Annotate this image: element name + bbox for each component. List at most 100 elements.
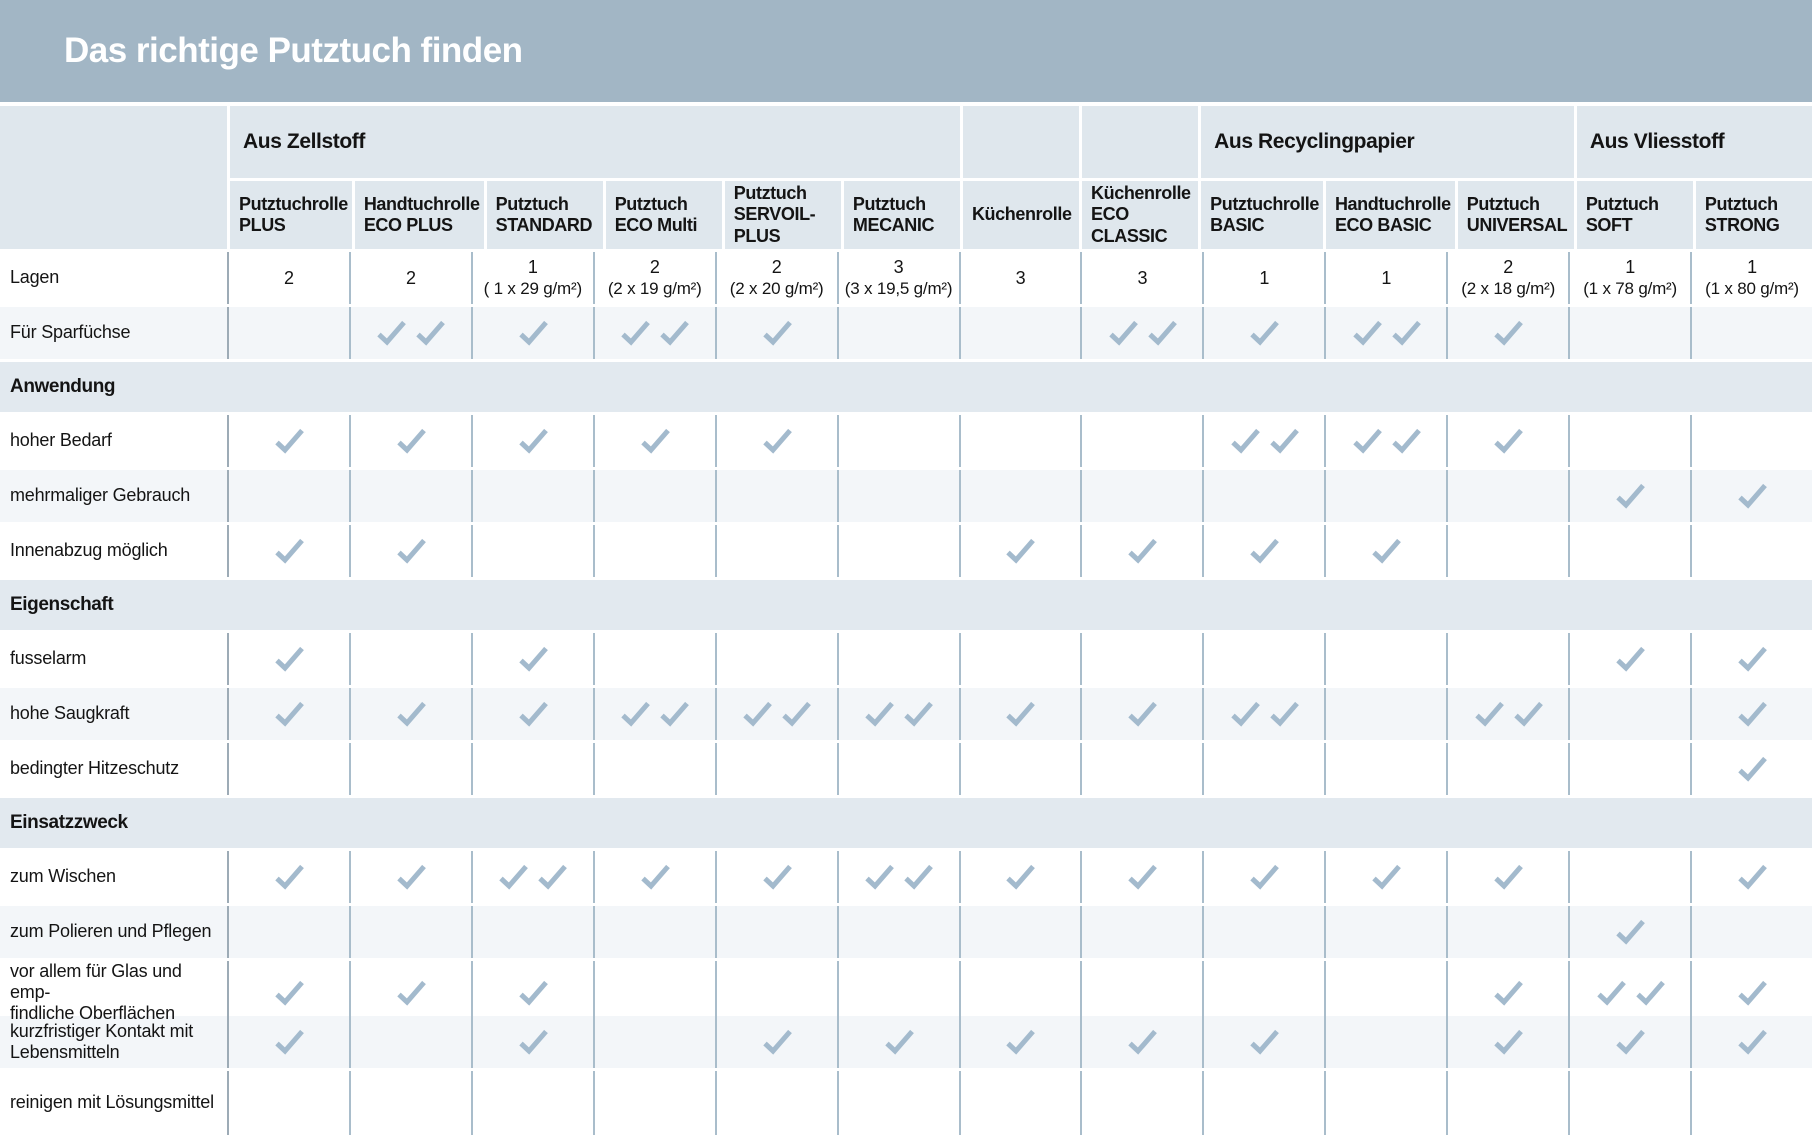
cell [227, 1016, 349, 1068]
cell [348, 633, 471, 685]
cell [1080, 851, 1202, 903]
cell [592, 525, 715, 577]
cell [836, 1071, 959, 1135]
check-icon [1250, 320, 1280, 346]
column-header-line: BASIC [1210, 215, 1265, 235]
cell [714, 307, 837, 359]
section-header-label: Eigenschaft [10, 594, 114, 615]
column-header-putztuchrolle-plus: Putztuchrolle PLUS [230, 181, 352, 249]
check-icon [1494, 320, 1524, 346]
cell [1446, 307, 1568, 359]
layer-count-value: 2 [405, 267, 416, 288]
check-icon [1372, 864, 1402, 890]
section-header-label: Anwendung [10, 376, 116, 397]
single-checkmark [1493, 980, 1524, 1006]
row-label-line: kurzfristiger Kontakt mit [10, 1020, 194, 1041]
check-icon [762, 428, 792, 454]
page-title: Das richtige Putztuch finden [64, 31, 523, 70]
cell [836, 470, 959, 522]
check-icon [538, 864, 568, 890]
row-label-line: Lagen [10, 267, 60, 288]
cell [227, 1071, 349, 1135]
cell [958, 525, 1081, 577]
double-checkmark [742, 701, 812, 727]
check-icon [904, 701, 933, 727]
row-label-line: zum Polieren und Pflegen [10, 921, 212, 942]
cell [1568, 851, 1690, 903]
cell [1568, 470, 1690, 522]
title-band: Das richtige Putztuch finden [0, 0, 1812, 102]
single-checkmark [1615, 1029, 1645, 1055]
table-row-bedingter-hitzeschutz: bedingter Hitzeschutz [0, 743, 1812, 795]
cell [1202, 851, 1324, 903]
cell [348, 470, 471, 522]
cell [592, 470, 715, 522]
layer-count-value: 2 [1503, 257, 1514, 278]
cell [1324, 525, 1446, 577]
cell [227, 415, 349, 467]
column-header-putztuch-universal: Putztuch UNIVERSAL [1457, 181, 1574, 249]
grammage-value: (3 x 19,5 g/m²) [844, 279, 953, 299]
cell [1202, 525, 1324, 577]
cell [836, 743, 959, 795]
cell [1202, 470, 1324, 522]
cell [592, 633, 715, 685]
group-header-empty [1082, 106, 1199, 178]
cell [1446, 743, 1568, 795]
single-checkmark [274, 428, 304, 454]
table-row-zum-wischen: zum Wischen [0, 851, 1812, 903]
cell [1324, 1071, 1446, 1135]
column-header-line: Putztuch [1704, 193, 1778, 214]
cell [227, 307, 349, 359]
check-icon [1738, 483, 1767, 509]
check-icon [519, 980, 548, 1006]
column-header-line: Putztuchrolle [1210, 193, 1319, 214]
check-icon [1250, 1029, 1280, 1055]
cell [958, 1071, 1081, 1135]
cell [714, 688, 837, 740]
check-icon [397, 980, 426, 1006]
cell [1080, 1071, 1202, 1135]
column-header-putztuchrolle-basic: Putztuchrolle BASIC [1201, 181, 1323, 249]
cell [348, 1071, 471, 1135]
cell [714, 415, 837, 467]
single-checkmark [1249, 538, 1280, 564]
single-checkmark [1615, 919, 1645, 945]
cell [1446, 415, 1568, 467]
cell [1080, 688, 1202, 740]
check-icon [762, 1029, 792, 1055]
check-icon [1738, 864, 1767, 890]
check-icon [782, 701, 812, 727]
single-checkmark [1737, 756, 1767, 782]
check-icon [519, 646, 548, 672]
cell [227, 961, 349, 1025]
cell [470, 415, 593, 467]
cell [470, 906, 593, 958]
double-checkmark [864, 701, 933, 727]
cell [1446, 961, 1568, 1025]
cell [592, 743, 715, 795]
cell: 3 [1080, 252, 1202, 304]
column-header-line: Handtuchrolle [1334, 193, 1451, 214]
section-header-eigenschaft: Eigenschaft [0, 580, 1812, 630]
cell [1568, 961, 1690, 1025]
check-icon [1738, 980, 1767, 1006]
single-checkmark [1737, 1029, 1767, 1055]
group-header-aus-recyclingpapier: Aus Recyclingpapier [1201, 106, 1574, 178]
table-row-fusselarm: fusselarm [0, 633, 1812, 685]
cell [1202, 1016, 1324, 1068]
check-icon [1513, 701, 1543, 727]
cell [1202, 961, 1324, 1025]
cell [1690, 525, 1812, 577]
column-header-handtuchrolle-eco-plus: Handtuchrolle ECO PLUS [354, 181, 484, 249]
cell [348, 525, 471, 577]
cell [470, 470, 593, 522]
single-checkmark [1005, 538, 1036, 564]
cell [714, 906, 837, 958]
cell [1324, 851, 1446, 903]
check-icon [1474, 701, 1504, 727]
double-checkmark [1352, 320, 1421, 346]
double-checkmark [620, 701, 690, 727]
cell [1568, 415, 1690, 467]
